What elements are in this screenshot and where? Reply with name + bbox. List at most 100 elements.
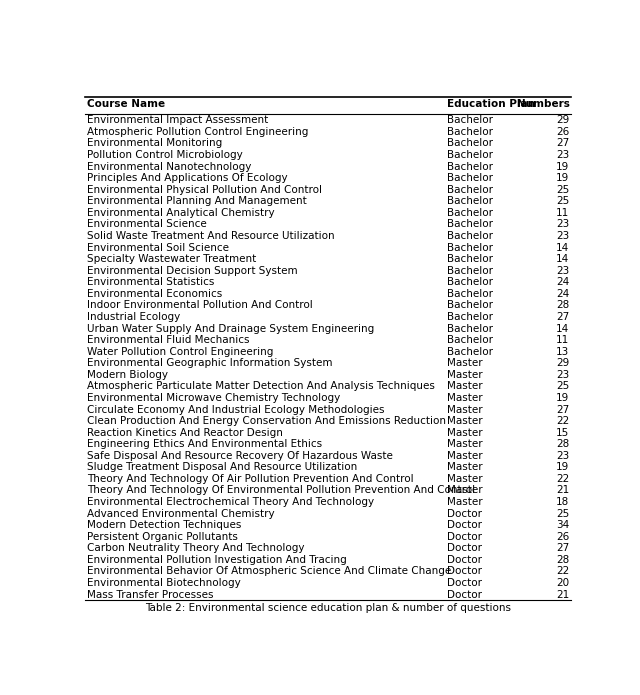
Text: Engineering Ethics And Environmental Ethics: Engineering Ethics And Environmental Eth… [88,439,323,449]
Text: Environmental Impact Assessment: Environmental Impact Assessment [88,115,269,125]
Text: Urban Water Supply And Drainage System Engineering: Urban Water Supply And Drainage System E… [88,323,374,334]
Text: Environmental Statistics: Environmental Statistics [88,277,215,287]
Text: Bachelor: Bachelor [447,185,493,195]
Text: 26: 26 [556,532,570,542]
Text: Environmental Behavior Of Atmospheric Science And Climate Change: Environmental Behavior Of Atmospheric Sc… [88,566,452,576]
Text: Atmospheric Pollution Control Engineering: Atmospheric Pollution Control Engineerin… [88,126,309,137]
Text: 34: 34 [556,520,570,530]
Text: Master: Master [447,451,483,461]
Text: 25: 25 [556,382,570,391]
Text: 14: 14 [556,243,570,252]
Text: Environmental Fluid Mechanics: Environmental Fluid Mechanics [88,335,250,345]
Text: Specialty Wastewater Treatment: Specialty Wastewater Treatment [88,254,257,264]
Text: 22: 22 [556,416,570,426]
Text: Bachelor: Bachelor [447,277,493,287]
Text: 29: 29 [556,115,570,125]
Text: Reaction Kinetics And Reactor Design: Reaction Kinetics And Reactor Design [88,427,284,438]
Text: 26: 26 [556,126,570,137]
Text: Bachelor: Bachelor [447,126,493,137]
Text: 21: 21 [556,589,570,600]
Text: Doctor: Doctor [447,509,482,518]
Text: Theory And Technology Of Air Pollution Prevention And Control: Theory And Technology Of Air Pollution P… [88,474,414,484]
Text: Table 2: Environmental science education plan & number of questions: Table 2: Environmental science education… [145,603,511,613]
Text: 11: 11 [556,208,570,218]
Text: 28: 28 [556,555,570,565]
Text: 28: 28 [556,439,570,449]
Text: Bachelor: Bachelor [447,335,493,345]
Text: 25: 25 [556,185,570,195]
Text: Bachelor: Bachelor [447,115,493,125]
Text: Doctor: Doctor [447,566,482,576]
Text: 23: 23 [556,265,570,276]
Text: Bachelor: Bachelor [447,254,493,264]
Text: Master: Master [447,439,483,449]
Text: Carbon Neutrality Theory And Technology: Carbon Neutrality Theory And Technology [88,543,305,553]
Text: Bachelor: Bachelor [447,220,493,229]
Text: Bachelor: Bachelor [447,231,493,241]
Text: Bachelor: Bachelor [447,150,493,160]
Text: Doctor: Doctor [447,532,482,542]
Text: Master: Master [447,462,483,473]
Text: Environmental Monitoring: Environmental Monitoring [88,138,223,149]
Text: Environmental Nanotechnology: Environmental Nanotechnology [88,161,252,172]
Text: Bachelor: Bachelor [447,161,493,172]
Text: Bachelor: Bachelor [447,196,493,206]
Text: Environmental Soil Science: Environmental Soil Science [88,243,230,252]
Text: Environmental Decision Support System: Environmental Decision Support System [88,265,298,276]
Text: 24: 24 [556,289,570,299]
Text: 15: 15 [556,427,570,438]
Text: Course Name: Course Name [88,99,166,110]
Text: 23: 23 [556,150,570,160]
Text: 18: 18 [556,497,570,507]
Text: Education Plan: Education Plan [447,99,535,110]
Text: 21: 21 [556,486,570,496]
Text: 14: 14 [556,254,570,264]
Text: Master: Master [447,497,483,507]
Text: Environmental Analytical Chemistry: Environmental Analytical Chemistry [88,208,275,218]
Text: Bachelor: Bachelor [447,265,493,276]
Text: Environmental Biotechnology: Environmental Biotechnology [88,578,241,588]
Text: Solid Waste Treatment And Resource Utilization: Solid Waste Treatment And Resource Utili… [88,231,335,241]
Text: Bachelor: Bachelor [447,289,493,299]
Text: Sludge Treatment Disposal And Resource Utilization: Sludge Treatment Disposal And Resource U… [88,462,358,473]
Text: Bachelor: Bachelor [447,138,493,149]
Text: 19: 19 [556,393,570,403]
Text: 19: 19 [556,161,570,172]
Text: 11: 11 [556,335,570,345]
Text: Bachelor: Bachelor [447,243,493,252]
Text: 25: 25 [556,196,570,206]
Text: 20: 20 [556,578,570,588]
Text: Circulate Economy And Industrial Ecology Methodologies: Circulate Economy And Industrial Ecology… [88,404,385,414]
Text: 22: 22 [556,474,570,484]
Text: Bachelor: Bachelor [447,300,493,311]
Text: 24: 24 [556,277,570,287]
Text: Environmental Geographic Information System: Environmental Geographic Information Sys… [88,358,333,368]
Text: 27: 27 [556,404,570,414]
Text: Doctor: Doctor [447,589,482,600]
Text: Modern Detection Techniques: Modern Detection Techniques [88,520,242,530]
Text: Bachelor: Bachelor [447,173,493,183]
Text: Master: Master [447,404,483,414]
Text: Master: Master [447,358,483,368]
Text: Mass Transfer Processes: Mass Transfer Processes [88,589,214,600]
Text: Doctor: Doctor [447,578,482,588]
Text: Bachelor: Bachelor [447,347,493,357]
Text: 23: 23 [556,451,570,461]
Text: Master: Master [447,427,483,438]
Text: Master: Master [447,393,483,403]
Text: Atmospheric Particulate Matter Detection And Analysis Techniques: Atmospheric Particulate Matter Detection… [88,382,435,391]
Text: Pollution Control Microbiology: Pollution Control Microbiology [88,150,243,160]
Text: 19: 19 [556,173,570,183]
Text: Safe Disposal And Resource Recovery Of Hazardous Waste: Safe Disposal And Resource Recovery Of H… [88,451,394,461]
Text: Doctor: Doctor [447,543,482,553]
Text: Bachelor: Bachelor [447,312,493,322]
Text: 14: 14 [556,323,570,334]
Text: Environmental Pollution Investigation And Tracing: Environmental Pollution Investigation An… [88,555,347,565]
Text: Environmental Microwave Chemistry Technology: Environmental Microwave Chemistry Techno… [88,393,340,403]
Text: 13: 13 [556,347,570,357]
Text: Indoor Environmental Pollution And Control: Indoor Environmental Pollution And Contr… [88,300,313,311]
Text: Theory And Technology Of Environmental Pollution Prevention And Control: Theory And Technology Of Environmental P… [88,486,476,496]
Text: Environmental Electrochemical Theory And Technology: Environmental Electrochemical Theory And… [88,497,374,507]
Text: Clean Production And Energy Conservation And Emissions Reduction: Clean Production And Energy Conservation… [88,416,447,426]
Text: Water Pollution Control Engineering: Water Pollution Control Engineering [88,347,274,357]
